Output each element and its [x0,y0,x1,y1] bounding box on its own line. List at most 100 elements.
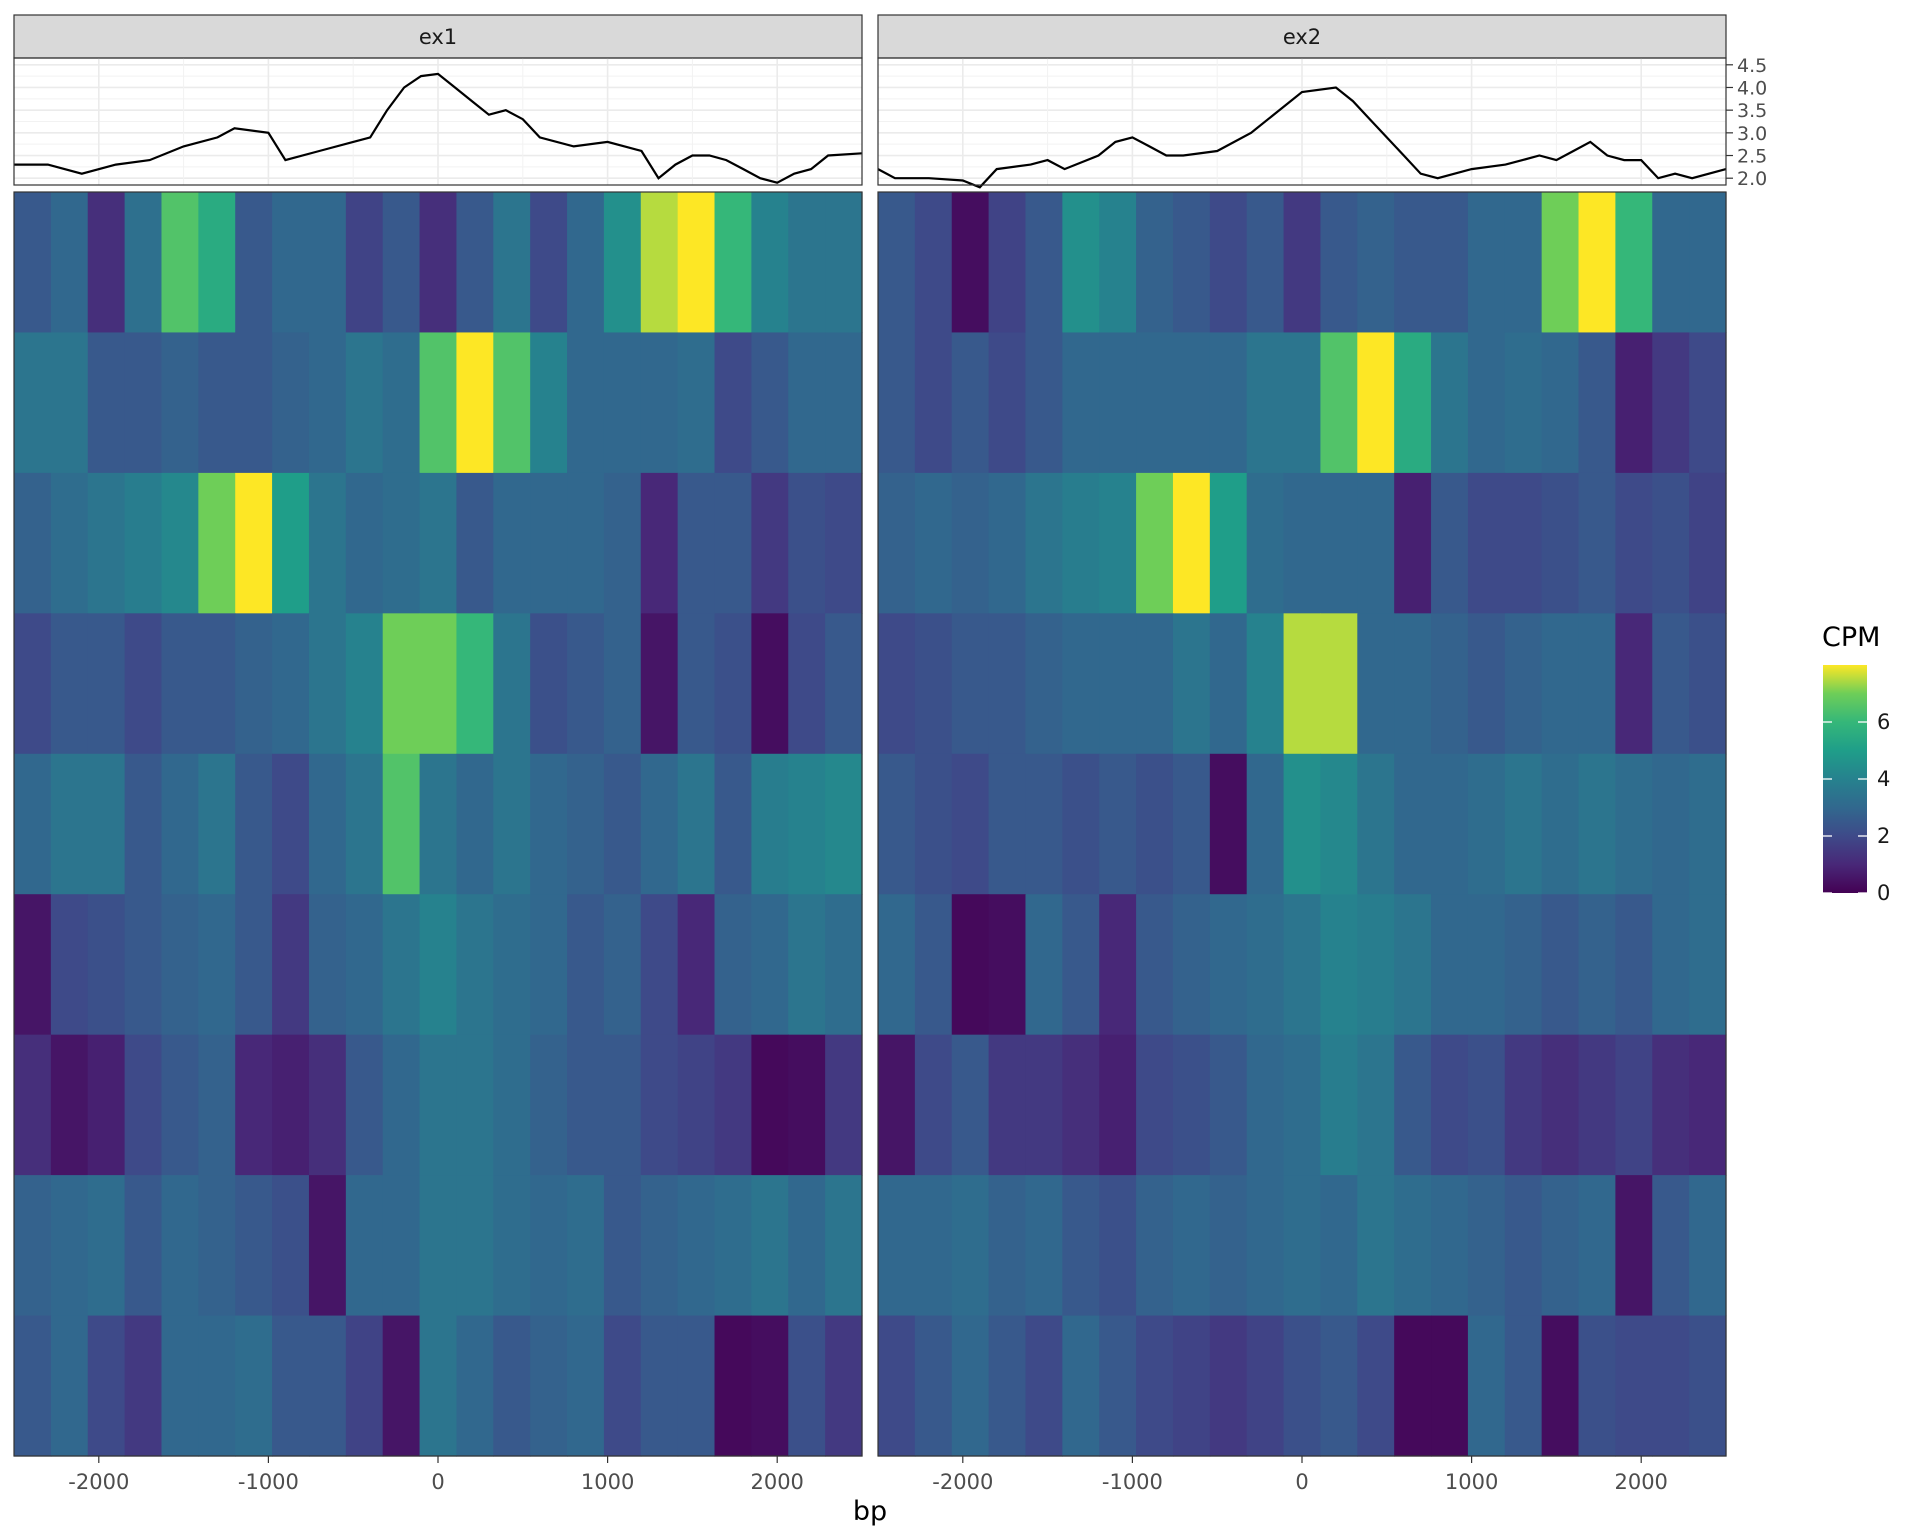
heatmap-cell [1689,894,1727,1036]
heatmap-cell [419,613,458,755]
heatmap-cell [640,472,679,614]
heatmap-cell [1578,613,1616,755]
heatmap-cell [914,332,953,474]
heatmap-cell [951,753,990,895]
heatmap-cell [1025,1175,1063,1317]
heatmap-cell [677,894,716,1036]
heatmap-cell [878,1175,916,1317]
heatmap-cell [914,472,953,614]
heatmap-cell [1652,894,1690,1036]
heatmap-cell [788,1034,826,1176]
heatmap-cell [1504,613,1543,755]
heatmap-cell [456,472,494,614]
heatmap-cell [677,1034,716,1176]
heatmap-cell [567,472,605,614]
heatmap-cell [988,1034,1027,1176]
heatmap-cell [272,753,310,895]
heatmap-cell [456,1034,494,1176]
heatmap-cell [198,613,236,755]
heatmap-cell [1357,613,1395,755]
heatmap-cell [825,1034,863,1176]
heatmap-cell [914,753,953,895]
heatmap-cell [124,1034,163,1176]
heatmap-cell [1099,894,1137,1036]
heatmap-cell [1504,894,1543,1036]
heatmap-cell [235,1175,273,1317]
heatmap-cell [1136,192,1174,334]
heatmap-cell [456,1175,494,1317]
heatmap-cell [1615,192,1653,334]
heatmap-cell [951,894,990,1036]
heatmap-cell [714,1175,752,1317]
heatmap-cell [788,472,826,614]
x-axis-title: bp [853,1496,887,1527]
heatmap-cell [1246,472,1285,614]
heatmap-cell [677,1315,716,1457]
heatmap-cell [161,1175,199,1317]
heatmap-cell [308,332,347,474]
heatmap-cell [1615,613,1653,755]
heatmap-cell [1578,472,1616,614]
profile-y-tick-label: 4.0 [1737,77,1767,99]
heatmap-cell [1467,332,1506,474]
heatmap-cell [1394,1315,1432,1457]
heatmap-cell [493,1034,531,1176]
heatmap-cell [530,472,568,614]
legend-tick-label: 6 [1877,710,1890,734]
heatmap-cell [1099,753,1137,895]
heatmap-cell [419,192,458,334]
heatmap-cell [1357,472,1395,614]
heatmap-cell [1136,753,1174,895]
heatmap-cell [677,192,716,334]
heatmap-cell [603,472,642,614]
heatmap-cell [530,1034,568,1176]
heatmap-cell [308,1315,347,1457]
heatmap-cell [1209,1175,1248,1317]
heatmap-cell [419,1034,458,1176]
heatmap-cell [530,1315,568,1457]
heatmap-cell [1689,1315,1727,1457]
heatmap-cell [1578,894,1616,1036]
heatmap-cell [382,1175,421,1317]
heatmap-cell [382,472,421,614]
x-axis-ex2: -2000 -1000 0 1000 2000 [932,1456,1668,1494]
heatmap-cell [1062,894,1100,1036]
heatmap-cell [456,1315,494,1457]
heatmap-cell [124,894,163,1036]
heatmap-cell [714,472,752,614]
heatmap-cell [1099,1175,1137,1317]
heatmap-cell [1394,894,1432,1036]
heatmap-cell [1246,613,1285,755]
heatmap-cell [161,332,199,474]
heatmap-cell [382,192,421,334]
heatmap-cell [878,613,916,755]
profile-y-tick-label: 3.0 [1737,123,1767,145]
heatmap-cell [1246,192,1285,334]
heatmap-cell [988,613,1027,755]
heatmap-cell [1246,1175,1285,1317]
heatmap-cell [1062,1315,1100,1457]
heatmap-cell [1246,332,1285,474]
heatmap-cell [878,332,916,474]
heatmap-cell [419,1175,458,1317]
profile-y-tick-label: 2.0 [1737,168,1767,190]
x-tick-label: 0 [431,1470,444,1494]
heatmap-cell [1136,894,1174,1036]
heatmap-cell [87,332,126,474]
heatmap-cell [788,894,826,1036]
heatmap-cell [14,472,52,614]
heatmap-cell [1394,1034,1432,1176]
strip-label-ex1: ex1 [419,25,457,49]
heatmap-cell [382,753,421,895]
heatmap-cell [1504,192,1543,334]
heatmap-cell [1136,332,1174,474]
heatmap-cell [603,1034,642,1176]
heatmap-cell [1504,472,1543,614]
heatmap-cell [1467,753,1506,895]
heatmap-cell [825,472,863,614]
heatmap-cell [1652,613,1690,755]
heatmap-cell [308,192,347,334]
heatmap-cell [14,753,52,895]
heatmap-cell [1394,192,1432,334]
heatmap-cell [1025,472,1063,614]
